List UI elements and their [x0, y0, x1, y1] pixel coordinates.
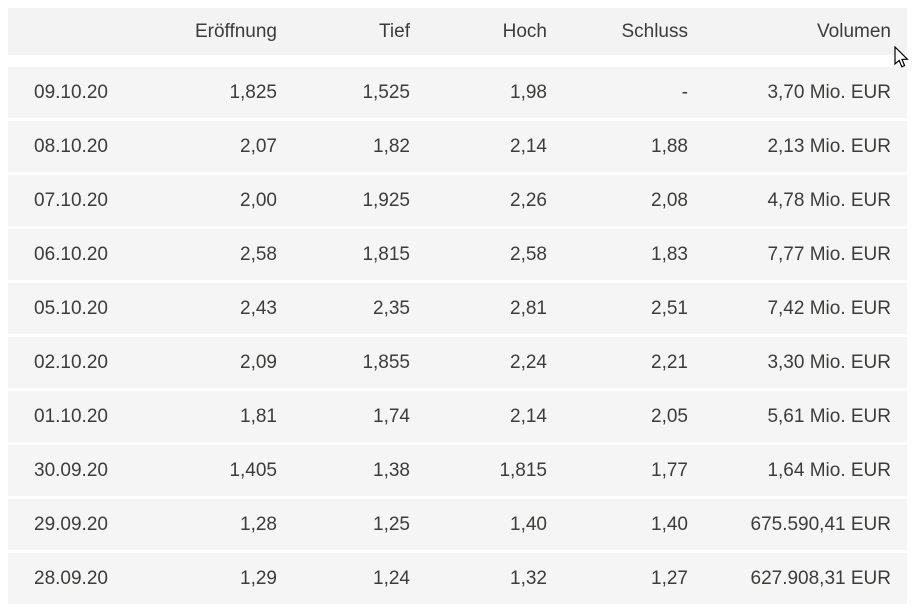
cell-volume: 2,13 Mio. EUR [767, 135, 891, 157]
cell-close: 1,88 [651, 135, 688, 157]
cell-low: 1,925 [362, 189, 410, 211]
table-row: 28.09.20 1,29 1,24 1,32 1,27 627.908,31 … [8, 553, 907, 604]
cell-close: 2,51 [651, 297, 688, 319]
cell-date: 09.10.20 [34, 81, 108, 103]
header-low: Tief [379, 20, 410, 42]
header-close: Schluss [621, 20, 688, 42]
table-row: 30.09.20 1,405 1,38 1,815 1,77 1,64 Mio.… [8, 445, 907, 496]
cell-close: 1,83 [651, 243, 688, 265]
table-row: 05.10.20 2,43 2,35 2,81 2,51 7,42 Mio. E… [8, 283, 907, 334]
cell-close: 1,27 [651, 567, 688, 589]
table-body: 09.10.20 1,825 1,525 1,98 - 3,70 Mio. EU… [8, 67, 907, 604]
cell-high: 1,40 [510, 513, 547, 535]
cell-low: 1,815 [362, 243, 410, 265]
table-row: 02.10.20 2,09 1,855 2,24 2,21 3,30 Mio. … [8, 337, 907, 388]
cell-date: 08.10.20 [34, 135, 108, 157]
cell-high: 2,58 [510, 243, 547, 265]
cell-high: 2,26 [510, 189, 547, 211]
table-header-row: Eröffnung Tief Hoch Schluss Volumen [8, 8, 907, 55]
cell-volume: 7,42 Mio. EUR [767, 297, 891, 319]
cell-volume: 3,30 Mio. EUR [767, 351, 891, 373]
header-open: Eröffnung [194, 20, 277, 42]
cell-date: 01.10.20 [34, 405, 108, 427]
cell-volume: 675.590,41 EUR [750, 513, 892, 535]
cell-volume: 4,78 Mio. EUR [767, 189, 891, 211]
table-row: 07.10.20 2,00 1,925 2,26 2,08 4,78 Mio. … [8, 175, 907, 226]
cell-high: 2,24 [510, 351, 547, 373]
table-row: 06.10.20 2,58 1,815 2,58 1,83 7,77 Mio. … [8, 229, 907, 280]
cell-date: 07.10.20 [34, 189, 108, 211]
table-row: 08.10.20 2,07 1,82 2,14 1,88 2,13 Mio. E… [8, 121, 907, 172]
cell-high: 1,815 [499, 459, 547, 481]
table-row: 09.10.20 1,825 1,525 1,98 - 3,70 Mio. EU… [8, 67, 907, 118]
cell-date: 30.09.20 [34, 459, 108, 481]
cell-low: 1,74 [373, 405, 410, 427]
cell-low: 1,855 [362, 351, 410, 373]
cell-date: 05.10.20 [34, 297, 108, 319]
cell-low: 1,38 [373, 459, 410, 481]
cell-low: 2,35 [373, 297, 410, 319]
cell-close: - [681, 81, 688, 103]
cell-volume: 627.908,31 EUR [750, 567, 892, 589]
cell-high: 1,32 [510, 567, 547, 589]
cell-high: 2,81 [510, 297, 547, 319]
cell-open: 1,405 [229, 459, 277, 481]
cell-open: 2,09 [240, 351, 277, 373]
cell-volume: 1,64 Mio. EUR [767, 459, 891, 481]
cell-close: 2,05 [651, 405, 688, 427]
cell-high: 2,14 [510, 405, 547, 427]
price-history-table: Eröffnung Tief Hoch Schluss Volumen 09.1… [8, 8, 907, 607]
cell-volume: 3,70 Mio. EUR [767, 81, 891, 103]
cell-low: 1,525 [362, 81, 410, 103]
cell-open: 2,43 [240, 297, 277, 319]
cell-date: 06.10.20 [34, 243, 108, 265]
cell-open: 1,81 [240, 405, 277, 427]
cell-high: 2,14 [510, 135, 547, 157]
cell-open: 1,825 [229, 81, 277, 103]
table-row: 29.09.20 1,28 1,25 1,40 1,40 675.590,41 … [8, 499, 907, 550]
cell-open: 1,29 [240, 567, 277, 589]
cell-high: 1,98 [510, 81, 547, 103]
cell-open: 2,07 [240, 135, 277, 157]
cell-close: 1,77 [651, 459, 688, 481]
cell-date: 02.10.20 [34, 351, 108, 373]
cell-low: 1,25 [373, 513, 410, 535]
cell-open: 2,00 [240, 189, 277, 211]
cell-open: 2,58 [240, 243, 277, 265]
cell-close: 2,08 [651, 189, 688, 211]
cell-date: 29.09.20 [34, 513, 108, 535]
cell-close: 1,40 [651, 513, 688, 535]
table-row: 01.10.20 1,81 1,74 2,14 2,05 5,61 Mio. E… [8, 391, 907, 442]
cell-volume: 7,77 Mio. EUR [767, 243, 891, 265]
header-volume: Volumen [817, 20, 891, 42]
cell-date: 28.09.20 [34, 567, 108, 589]
cell-low: 1,24 [373, 567, 410, 589]
header-high: Hoch [502, 20, 547, 42]
cell-low: 1,82 [373, 135, 410, 157]
cell-volume: 5,61 Mio. EUR [767, 405, 891, 427]
cell-close: 2,21 [651, 351, 688, 373]
cell-open: 1,28 [240, 513, 277, 535]
